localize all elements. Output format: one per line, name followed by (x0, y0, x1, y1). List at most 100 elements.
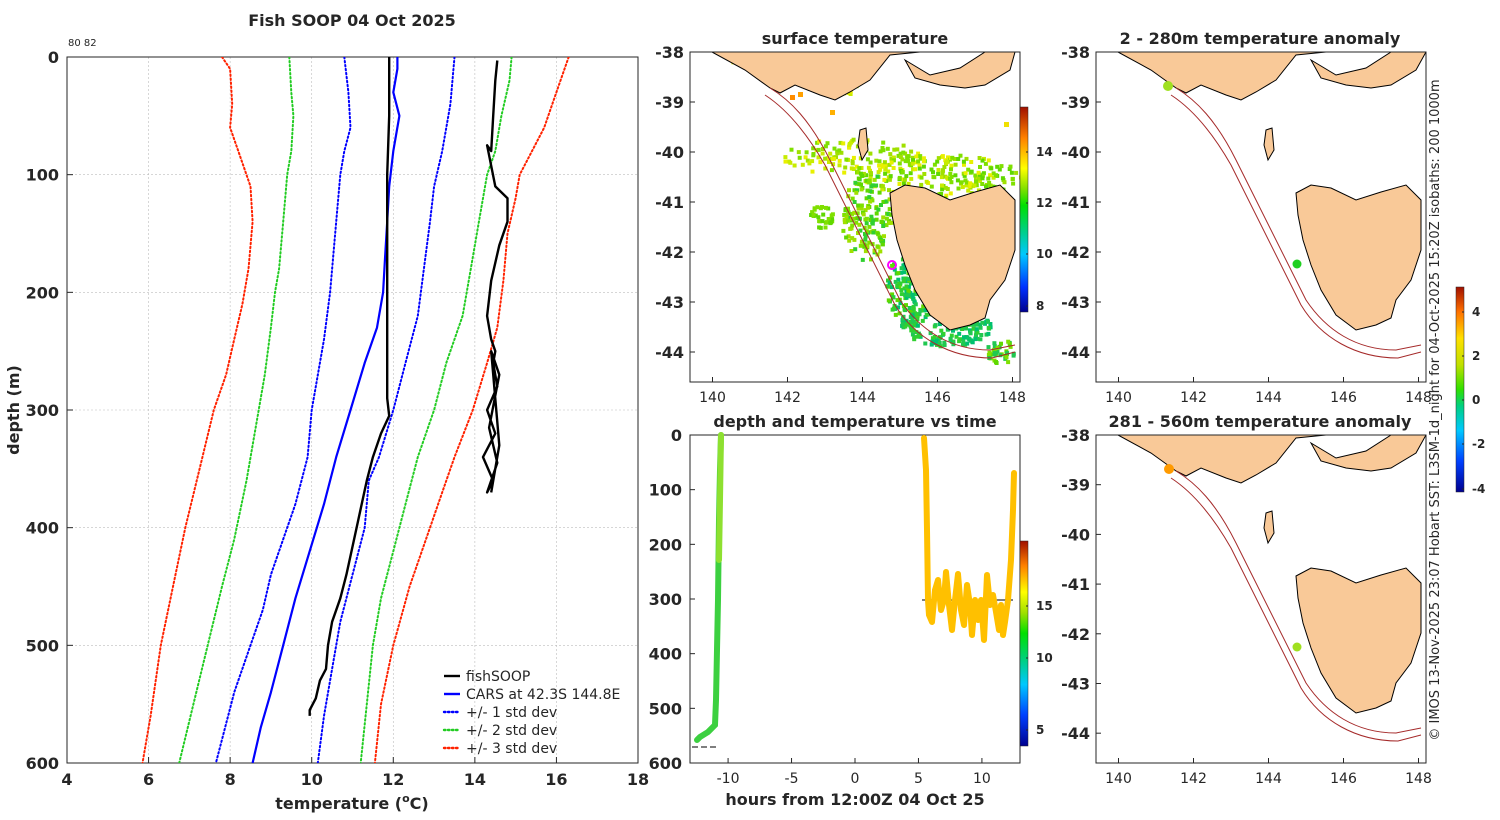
profile-title: Fish SOOP 04 Oct 2025 (248, 11, 456, 30)
profile-x-tick-label: 18 (627, 770, 649, 789)
profile-y-tick-label: 0 (48, 48, 59, 67)
surface-x-tick-label: 148 (999, 390, 1026, 406)
profile-y-tick-label: 100 (26, 166, 59, 185)
profile-x-tick-label: 10 (301, 770, 323, 789)
depthtime-x-tick-label: -5 (785, 771, 799, 787)
profile-series-m3 (141, 57, 254, 763)
profile-y-ticks: 0 100 200 300 400 500 600 (26, 48, 73, 773)
surface-y-tick-label: -41 (655, 193, 684, 212)
anomaly-1-king-island (1263, 127, 1275, 162)
surface-colorbar (1019, 106, 1029, 313)
anomaly-2-x-tick-label: 142 (1180, 771, 1207, 787)
depthtime-y-tick-label: 300 (649, 590, 682, 609)
profile-x-tick-label: 12 (382, 770, 404, 789)
anomaly-2-y-tick-label: -43 (1061, 674, 1090, 693)
profile-y-tick-label: 200 (26, 283, 59, 302)
anomaly-1-y-tick-label: -38 (1061, 43, 1090, 62)
depthtime-colorbar-tick-label: 10 (1036, 651, 1053, 665)
surface-colorbar-tick-label: 14 (1036, 145, 1053, 159)
anomaly-2-x-tick-label: 148 (1405, 771, 1432, 787)
surface-x-ticks: 140 142 144 146 148 (699, 377, 1026, 406)
anomaly-colorbar-tick-label: 0 (1472, 393, 1480, 407)
fish-location-marker (887, 260, 897, 270)
anomaly-1-axes-frame (1095, 51, 1427, 383)
depthtime-chart: depth and temperature vs time -10 -5 0 5 10 … (649, 412, 1053, 809)
profile-series-CARS (251, 57, 401, 763)
profile-series-p1 (316, 57, 456, 763)
legend-label: +/- 3 std dev (466, 741, 557, 757)
profile-corner-note: 80 82 (68, 38, 97, 49)
profile-series-p3 (373, 57, 570, 763)
profile-x-tick-label: 16 (545, 770, 567, 789)
anomaly-2-x-tick-label: 140 (1105, 771, 1132, 787)
surface-colorbar-tick-label: 12 (1036, 196, 1053, 210)
anomaly-colorbar-tick-label: 4 (1472, 305, 1480, 319)
legend-label: +/- 1 std dev (466, 705, 557, 721)
anomaly-1-tasmania (1295, 184, 1422, 331)
depthtime-x-tick-label: 5 (914, 771, 923, 787)
king-island (857, 127, 869, 162)
depthtime-colorbar-ticks: 15 10 5 (1026, 599, 1053, 737)
anomaly-1-y-ticks: -38 -39 -40 -41 -42 -43 -44 (1061, 43, 1101, 362)
depthtime-y-tick-label: 500 (649, 699, 682, 718)
depthtime-x-label: hours from 12:00Z 04 Oct 25 (725, 790, 984, 809)
surface-y-tick-label: -38 (655, 43, 684, 62)
anomaly-1-point-north (1163, 81, 1173, 91)
profile-y-tick-label: 400 (26, 519, 59, 538)
anomaly-1-x-tick-label: 142 (1180, 390, 1207, 406)
mainland-east-land (903, 52, 1016, 89)
surface-map: surface temperature 140 142 144 146 148 -38-… (655, 29, 1053, 406)
legend-label: +/- 2 std dev (466, 723, 557, 739)
anomaly-1-x-ticks: 140 142 144 146 148 (1105, 377, 1432, 406)
surface-y-tick-label: -42 (655, 243, 684, 262)
surface-x-tick-label: 146 (924, 390, 951, 406)
depthtime-track-early-top (716, 432, 724, 563)
surface-y-tick-label: -44 (655, 343, 684, 362)
depthtime-track-late (921, 435, 1017, 643)
depthtime-y-tick-label: 200 (649, 535, 682, 554)
depthtime-y-tick-label: 100 (649, 481, 682, 500)
side-credit: © IMOS 13-Nov-2025 23:07 Hobart SST: L3S… (1428, 79, 1443, 740)
surface-title: surface temperature (762, 29, 949, 48)
anomaly-1-y-tick-label: -41 (1061, 193, 1090, 212)
anomaly-1-x-tick-label: 146 (1330, 390, 1357, 406)
anomaly-1-y-tick-label: -43 (1061, 293, 1090, 312)
anomaly-colorbar-tick-label: -2 (1472, 437, 1485, 451)
anomaly-2-y-ticks: -38 -39 -40 -41 -42 -43 -44 (1061, 426, 1101, 743)
anomaly-colorbar-ticks: 4 2 0 -2 -4 (1462, 305, 1485, 496)
profile-legend: fishSOOP CARS at 42.3S 144.8E +/- 1 std de… (442, 669, 620, 757)
profile-y-tick-label: 500 (26, 636, 59, 655)
profile-x-label: temperature (oC) (275, 792, 428, 813)
profile-lines (141, 57, 570, 763)
surface-colorbar-ticks: 14 12 10 8 (1026, 145, 1053, 313)
mainland-land (711, 52, 921, 101)
surface-y-ticks: -38 -39 -40 -41 -42 -43 -44 (655, 43, 695, 362)
anomaly-1-x-tick-label: 148 (1405, 390, 1432, 406)
anomaly-2-x-ticks: 140 142 144 146 148 (1105, 758, 1432, 787)
anomaly-2-y-tick-label: -42 (1061, 625, 1090, 644)
anomaly-1-y-tick-label: -39 (1061, 93, 1090, 112)
surface-y-tick-label: -40 (655, 143, 684, 162)
surface-y-tick-label: -39 (655, 93, 684, 112)
anomaly-1-isobath-1000 (1170, 94, 1422, 359)
anomaly-map-2: 281 - 560m temperature anomaly 140 142 144… (1061, 412, 1432, 787)
depthtime-y-tick-label: 400 (649, 645, 682, 664)
depthtime-x-tick-label: -10 (717, 771, 740, 787)
depthtime-y-tick-label: 0 (671, 426, 682, 445)
legend-label: fishSOOP (466, 669, 530, 685)
depthtime-colorbar (1019, 540, 1029, 747)
anomaly-2-y-tick-label: -39 (1061, 476, 1090, 495)
depthtime-x-ticks: -10 -5 0 5 10 (717, 758, 991, 787)
profile-y-tick-label: 300 (26, 401, 59, 420)
anomaly-1-x-tick-label: 144 (1255, 390, 1282, 406)
profile-y-tick-label: 600 (26, 754, 59, 773)
isobath-1000 (764, 94, 1016, 359)
anomaly-1-y-tick-label: -40 (1061, 143, 1090, 162)
legend-label: CARS at 42.3S 144.8E (466, 687, 620, 703)
anomaly-2-x-tick-label: 144 (1255, 771, 1282, 787)
anomaly-2-y-tick-label: -40 (1061, 525, 1090, 544)
profile-x-tick-label: 14 (464, 770, 486, 789)
profile-series-p2 (359, 57, 513, 763)
profile-x-tick-label: 4 (61, 770, 72, 789)
profile-chart: Fish SOOP 04 Oct 2025 80 82 4 6 8 10 12 14 16 1… (4, 11, 649, 813)
